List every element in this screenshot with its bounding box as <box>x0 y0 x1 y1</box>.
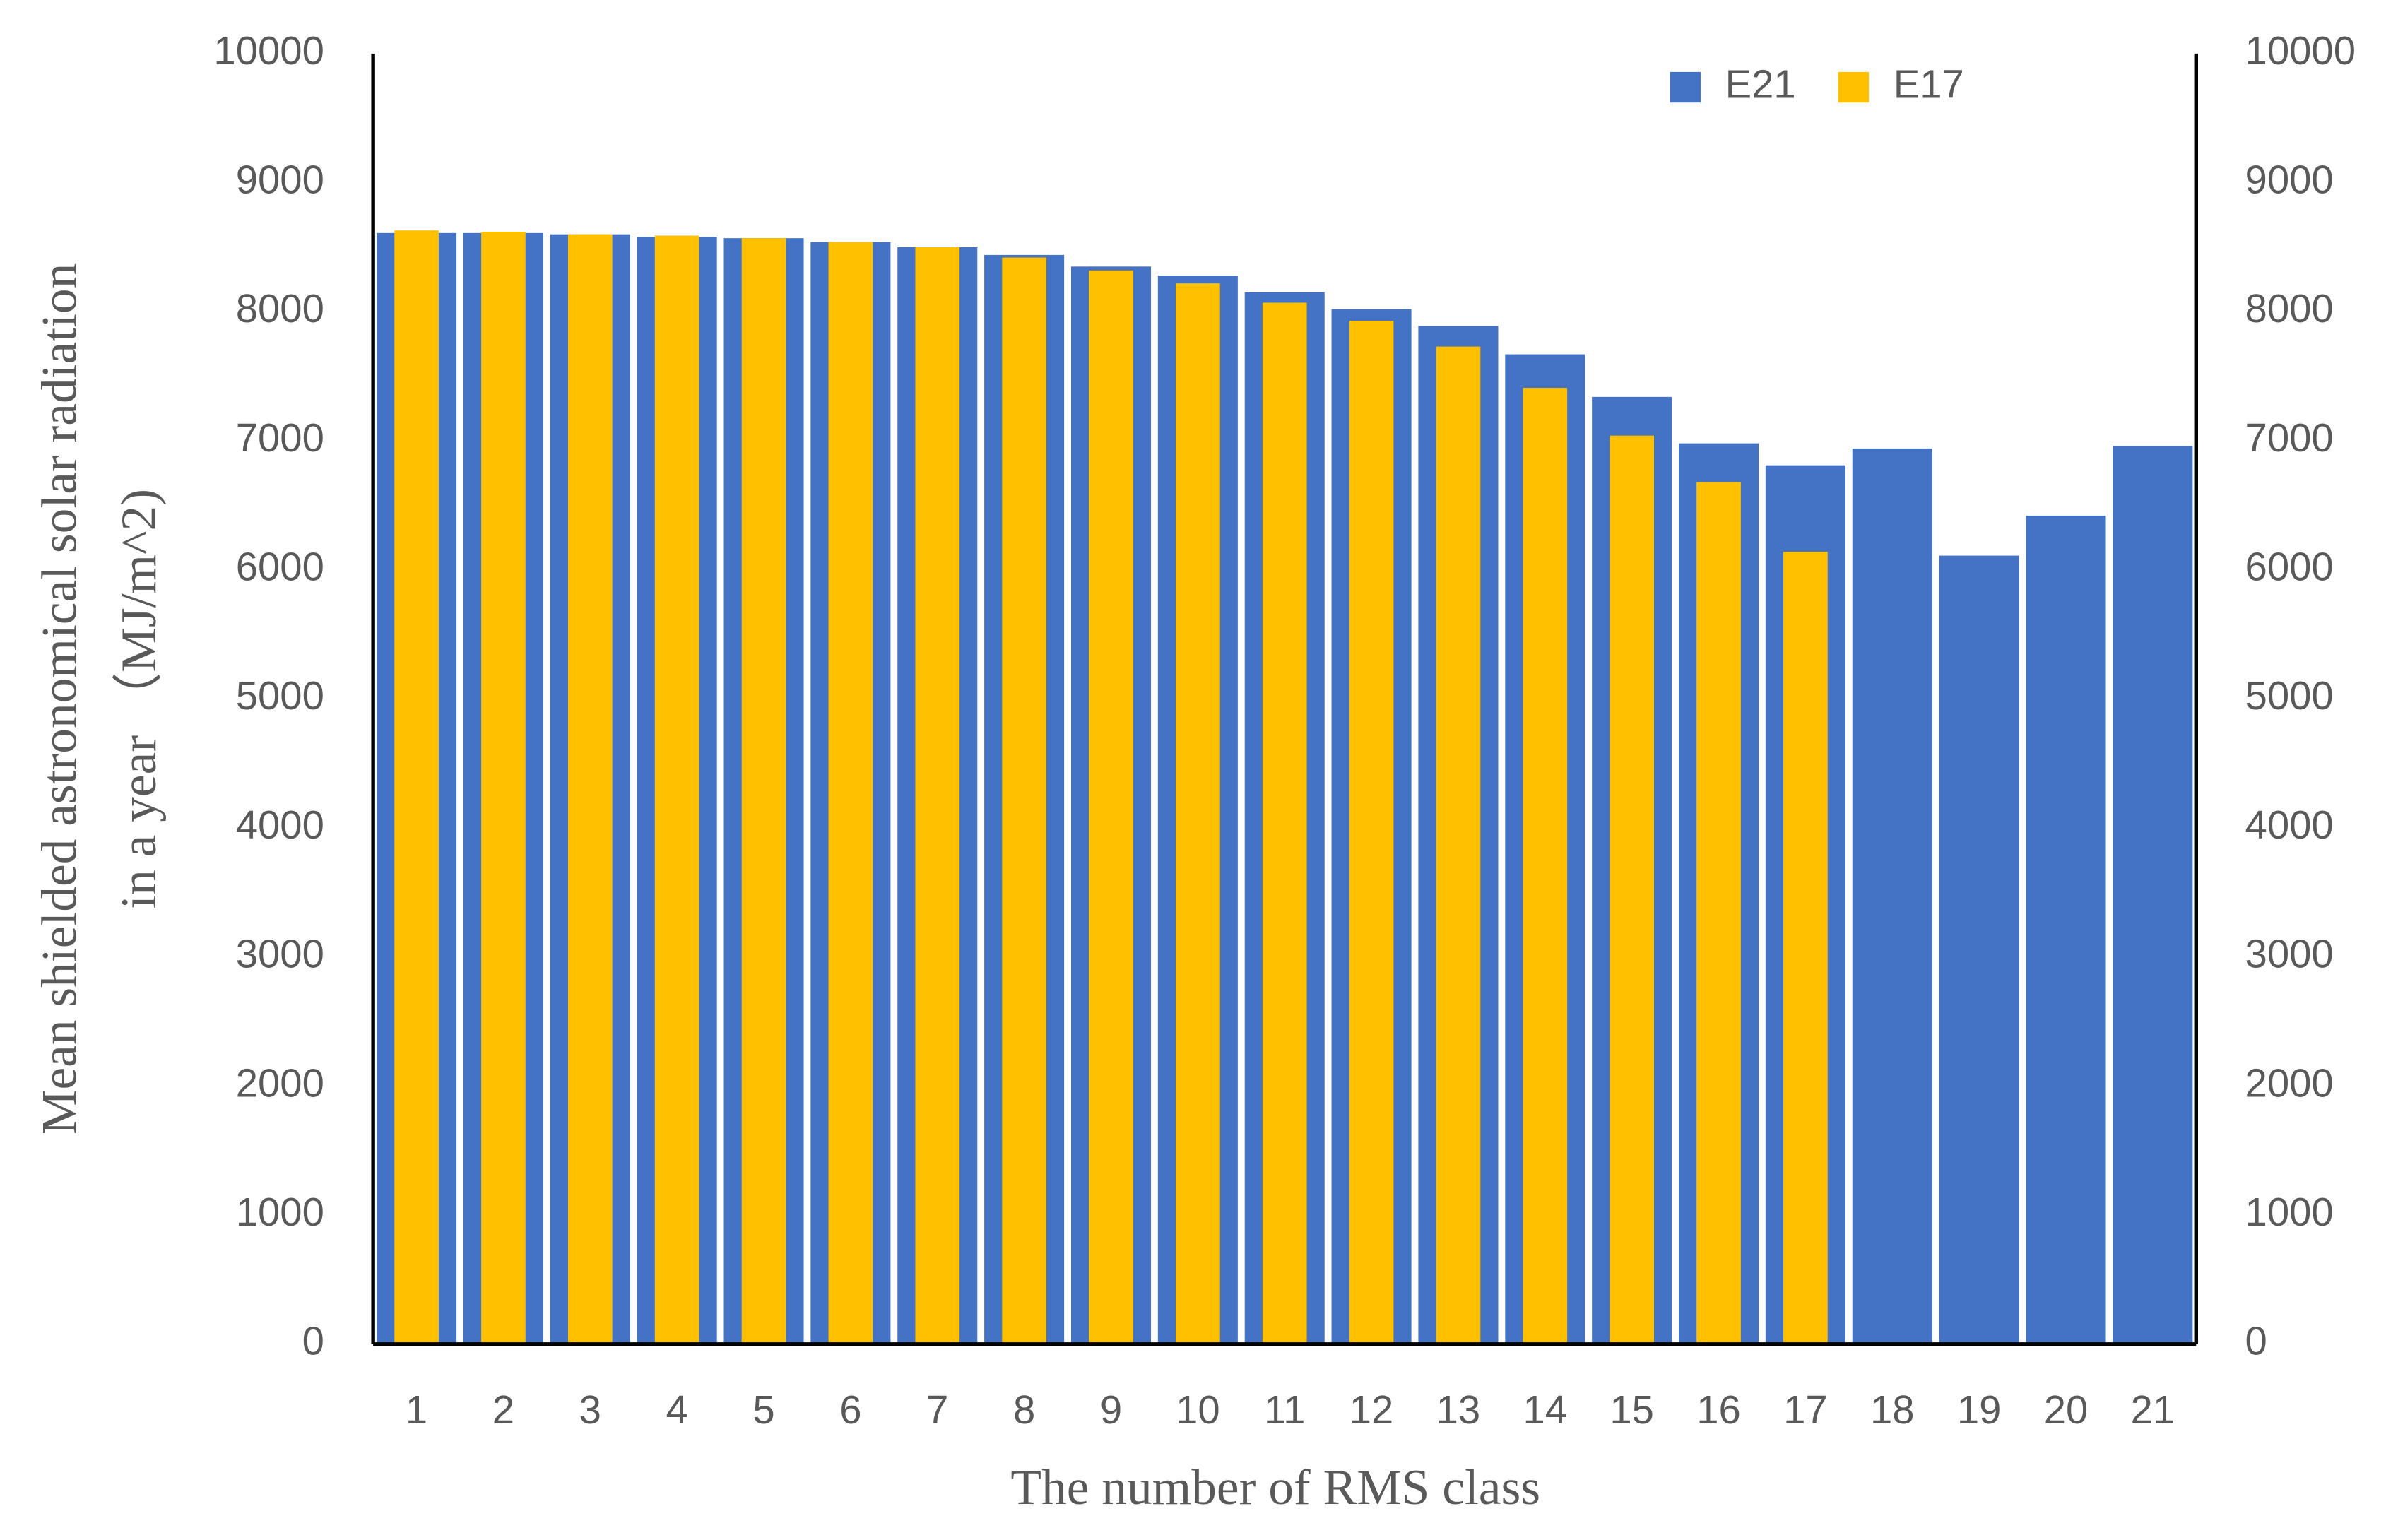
y2-tick-label: 8000 <box>2245 286 2334 331</box>
legend-swatch <box>1670 71 1701 103</box>
x-tick-label: 3 <box>579 1387 601 1432</box>
x-tick-label: 21 <box>2131 1387 2175 1432</box>
bar <box>2113 446 2193 1344</box>
bar <box>1436 346 1481 1344</box>
y-tick-label: 3000 <box>236 932 324 976</box>
bar <box>915 247 960 1344</box>
y-tick-label: 4000 <box>236 802 324 847</box>
legend-swatch <box>1838 71 1870 103</box>
bar <box>1852 448 1932 1344</box>
bar <box>828 242 873 1344</box>
x-tick-label: 8 <box>1013 1387 1035 1432</box>
y2-tick-label: 0 <box>2245 1319 2267 1363</box>
y-tick-label: 5000 <box>236 673 324 718</box>
x-tick-label: 14 <box>1523 1387 1568 1432</box>
x-tick-label: 16 <box>1696 1387 1741 1432</box>
y-tick-label: 8000 <box>236 286 324 331</box>
y2-tick-label: 5000 <box>2245 673 2334 718</box>
bar <box>481 232 526 1344</box>
bar <box>654 235 699 1344</box>
bar <box>1176 283 1220 1344</box>
x-tick-label: 20 <box>2044 1387 2089 1432</box>
y2-tick-label: 7000 <box>2245 415 2334 460</box>
y2-tick-label: 4000 <box>2245 802 2334 847</box>
x-tick-label: 10 <box>1176 1387 1220 1432</box>
x-tick-label: 4 <box>666 1387 688 1432</box>
x-axis-title: The number of RMS class <box>1010 1459 1540 1515</box>
y2-tick-label: 10000 <box>2245 28 2356 73</box>
y2-tick-label: 6000 <box>2245 545 2334 589</box>
x-tick-label: 6 <box>839 1387 861 1432</box>
x-tick-label: 5 <box>752 1387 774 1432</box>
y-tick-label: 10000 <box>213 28 324 73</box>
y-tick-label: 9000 <box>236 157 324 201</box>
bar <box>1696 482 1741 1344</box>
x-tick-label: 12 <box>1349 1387 1394 1432</box>
x-tick-label: 2 <box>492 1387 514 1432</box>
x-tick-label: 11 <box>1264 1387 1305 1432</box>
bar <box>1783 552 1828 1344</box>
y2-tick-label: 1000 <box>2245 1190 2334 1234</box>
y-tick-label: 2000 <box>236 1060 324 1105</box>
y2-tick-label: 2000 <box>2245 1060 2334 1105</box>
y2-tick-label: 3000 <box>2245 932 2334 976</box>
y-axis-title: in a year （MJ/m^2) <box>111 489 167 909</box>
y-tick-label: 7000 <box>236 415 324 460</box>
bar <box>1939 555 2019 1344</box>
bar <box>1349 321 1394 1344</box>
y-axis-title: Mean shielded astronomical solar radiati… <box>31 263 87 1135</box>
bar <box>1523 388 1568 1344</box>
bar <box>1610 435 1654 1344</box>
x-tick-label: 9 <box>1100 1387 1122 1432</box>
y-tick-label: 6000 <box>236 545 324 589</box>
y2-tick-label: 9000 <box>2245 157 2334 201</box>
x-tick-label: 19 <box>1957 1387 2002 1432</box>
x-tick-label: 13 <box>1436 1387 1481 1432</box>
legend-label: E17 <box>1894 61 1964 106</box>
bar <box>1002 257 1046 1344</box>
x-tick-label: 1 <box>406 1387 427 1432</box>
bar <box>1089 270 1133 1344</box>
x-tick-label: 7 <box>926 1387 948 1432</box>
x-tick-label: 17 <box>1783 1387 1828 1432</box>
bar <box>1262 302 1307 1344</box>
x-tick-label: 18 <box>1870 1387 1915 1432</box>
y-tick-label: 0 <box>302 1319 324 1363</box>
bar <box>2026 515 2106 1344</box>
y-tick-label: 1000 <box>236 1190 324 1234</box>
bar <box>741 238 786 1344</box>
legend-label: E21 <box>1725 61 1796 106</box>
bar <box>567 234 613 1344</box>
bar <box>394 230 439 1344</box>
x-tick-label: 15 <box>1610 1387 1654 1432</box>
